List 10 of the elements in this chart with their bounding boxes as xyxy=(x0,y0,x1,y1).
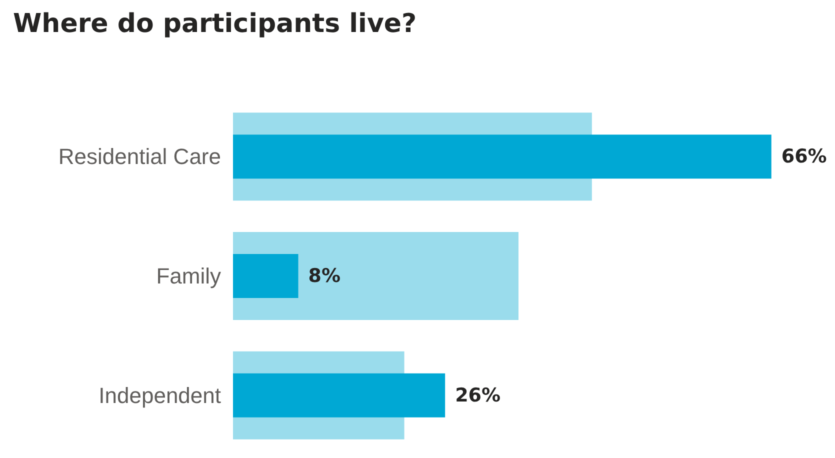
data-label: 26% xyxy=(455,384,501,406)
chart-title: Where do participants live? xyxy=(13,9,417,39)
y-tick-label: Residential Care xyxy=(58,144,221,170)
bar xyxy=(233,373,446,418)
data-label: 66% xyxy=(781,146,827,168)
y-tick-label: Independent xyxy=(98,382,221,408)
bar xyxy=(233,254,298,298)
bar xyxy=(233,134,772,179)
data-label: 8% xyxy=(308,265,341,287)
y-tick-label: Family xyxy=(156,264,221,288)
